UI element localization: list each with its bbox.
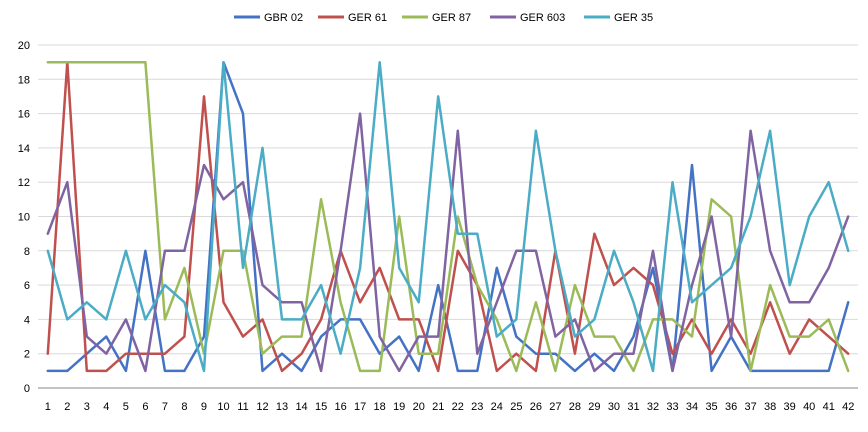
x-tick-label: 6 <box>142 401 148 413</box>
legend-label-ger-35: GER 35 <box>614 12 653 24</box>
y-tick-label: 20 <box>18 40 30 52</box>
x-tick-label: 34 <box>686 401 698 413</box>
y-tick-label: 12 <box>18 177 30 189</box>
y-tick-label: 14 <box>18 143 30 155</box>
legend-label-ger-603: GER 603 <box>520 12 565 24</box>
x-tick-label: 31 <box>627 401 639 413</box>
x-tick-label: 38 <box>764 401 776 413</box>
x-tick-label: 8 <box>181 401 187 413</box>
y-tick-label: 18 <box>18 74 30 86</box>
x-tick-label: 7 <box>162 401 168 413</box>
x-tick-label: 28 <box>569 401 581 413</box>
x-tick-label: 17 <box>354 401 366 413</box>
y-tick-label: 10 <box>18 212 30 224</box>
x-tick-label: 33 <box>666 401 678 413</box>
x-tick-label: 22 <box>452 401 464 413</box>
x-tick-label: 29 <box>588 401 600 413</box>
legend-label-gbr-02: GBR 02 <box>264 12 303 24</box>
gridlines <box>38 44 858 389</box>
x-tick-label: 15 <box>315 401 327 413</box>
x-tick-label: 25 <box>510 401 522 413</box>
y-tick-label: 2 <box>24 349 30 361</box>
x-tick-label: 20 <box>413 401 425 413</box>
series-line-ger-35 <box>46 60 850 373</box>
legend-label-ger-61: GER 61 <box>348 12 387 24</box>
x-tick-label: 42 <box>842 401 854 413</box>
x-tick-label: 18 <box>374 401 386 413</box>
x-tick-label: 35 <box>705 401 717 413</box>
y-tick-label: 4 <box>24 314 30 326</box>
x-tick-label: 1 <box>45 401 51 413</box>
x-tick-label: 21 <box>432 401 444 413</box>
y-tick-label: 16 <box>18 109 30 121</box>
x-tick-label: 26 <box>530 401 542 413</box>
x-tick-label: 19 <box>393 401 405 413</box>
legend: GBR 02 GER 61 GER 87 GER 603 GER 35 <box>234 12 653 24</box>
x-tick-label: 37 <box>744 401 756 413</box>
x-tick-label: 9 <box>201 401 207 413</box>
x-tick-label: 3 <box>84 401 90 413</box>
x-tick-label: 41 <box>823 401 835 413</box>
x-tick-label: 27 <box>549 401 561 413</box>
x-tick-label: 10 <box>217 401 229 413</box>
series-line-ger-87 <box>46 60 850 373</box>
legend-label-ger-87: GER 87 <box>432 12 471 24</box>
series-line-gbr-02 <box>46 60 850 373</box>
y-tick-label: 6 <box>24 280 30 292</box>
series-line-ger-603 <box>46 112 850 373</box>
x-tick-label: 12 <box>256 401 268 413</box>
series-line-ger-61 <box>46 60 850 373</box>
x-tick-label: 40 <box>803 401 815 413</box>
x-tick-label: 4 <box>103 401 109 413</box>
x-tick-label: 24 <box>491 401 503 413</box>
x-tick-label: 16 <box>334 401 346 413</box>
x-tick-label: 30 <box>608 401 620 413</box>
x-tick-label: 23 <box>471 401 483 413</box>
x-tick-label: 5 <box>123 401 129 413</box>
y-tick-label: 0 <box>24 383 30 395</box>
x-tick-label: 32 <box>647 401 659 413</box>
y-tick-label: 8 <box>24 246 30 258</box>
x-tick-label: 39 <box>784 401 796 413</box>
x-tick-label: 2 <box>64 401 70 413</box>
x-tick-label: 36 <box>725 401 737 413</box>
x-tick-label: 11 <box>237 401 248 413</box>
x-tick-label: 14 <box>295 401 307 413</box>
x-tick-label: 13 <box>276 401 288 413</box>
series-lines <box>46 60 850 373</box>
